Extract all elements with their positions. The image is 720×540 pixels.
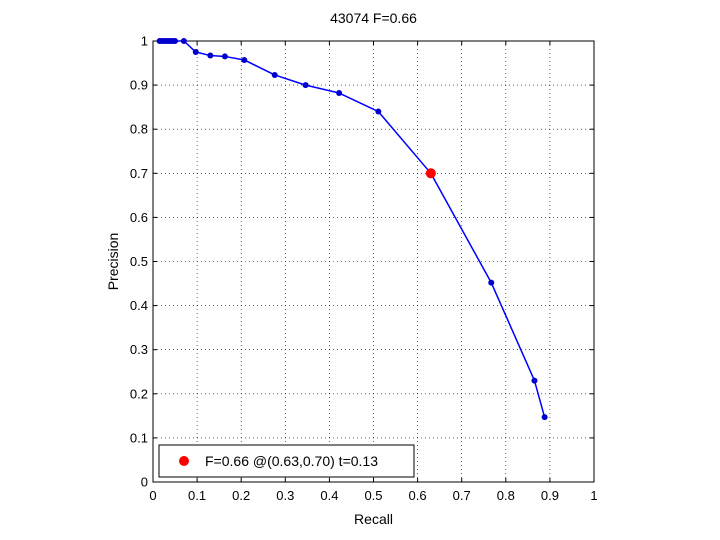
x-tick-label: 0.5 [364,488,382,503]
y-tick-label: 0.5 [130,254,148,269]
highlight-layer [425,168,436,179]
y-tick-label: 0.6 [130,210,148,225]
x-tick-label: 0.7 [453,488,471,503]
pr-curve-point [180,38,187,44]
legend: F=0.66 @(0.63,0.70) t=0.13 [158,444,415,478]
y-tick-label: 1 [141,34,148,49]
x-tick-label: 0.8 [497,488,515,503]
x-tick-label: 0 [149,488,156,503]
chart-title: 43074 F=0.66 [330,10,417,26]
pr-curve-point [241,56,248,63]
pr-curve-point [541,414,548,421]
y-tick-label: 0.3 [130,342,148,357]
y-tick-label: 0 [141,475,148,490]
y-tick-label: 0.2 [130,386,148,401]
x-tick-label: 1 [590,488,597,503]
axis-ticks: 0 0.1 0.2 0.3 0.4 0.5 0.6 0.7 0.8 0.9 1 0 0.1 0.2 0.3 0… [130,34,598,504]
y-tick-label: 0.1 [130,430,148,445]
pr-curve-point [271,71,278,78]
x-tick-label: 0.1 [188,488,206,503]
pr-curve-point [207,52,214,59]
legend-box [158,444,415,478]
pr-curve-point [488,279,495,286]
pr-curve-point [302,82,309,89]
y-tick-label: 0.4 [130,298,148,313]
y-tick-label: 0.8 [130,122,148,137]
x-tick-label: 0.3 [276,488,294,503]
x-tick-label: 0.2 [232,488,250,503]
x-axis-title: Recall [354,511,393,527]
pr-curve-point [336,90,343,97]
x-tick-label: 0.4 [320,488,338,503]
grid-lines [153,41,594,482]
x-tick-label: 0.9 [541,488,559,503]
pr-curve-point [375,108,382,115]
legend-marker [179,456,189,466]
y-tick-label: 0.7 [130,166,148,181]
y-tick-label: 0.9 [130,78,148,93]
y-axis-title: Precision [105,233,121,291]
x-tick-label: 0.6 [409,488,427,503]
pr-curve-point [192,49,199,56]
legend-label: F=0.66 @(0.63,0.70) t=0.13 [205,453,378,469]
pr-curve-point [531,377,538,384]
pr-curve-point [221,53,228,60]
best-f-point [425,168,436,179]
pr-curve-point [172,38,179,44]
